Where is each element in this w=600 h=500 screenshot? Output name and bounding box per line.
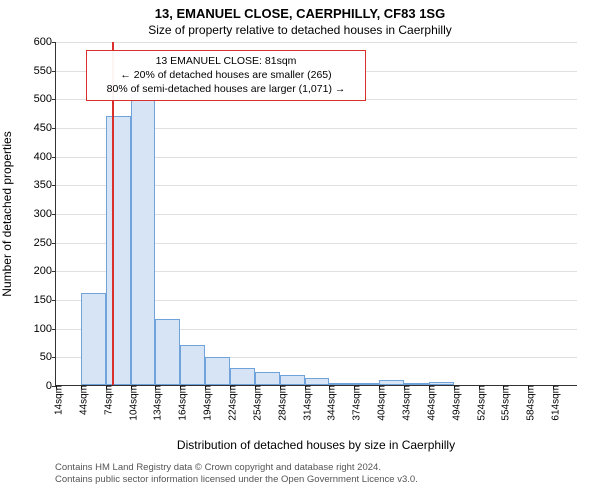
xtick-label: 164sqm: [172, 385, 189, 421]
histogram-bar: [205, 357, 230, 385]
xtick-label: 44sqm: [72, 385, 89, 415]
histogram-bar: [230, 368, 255, 385]
xtick-label: 584sqm: [520, 385, 537, 421]
ytick-label: 550: [34, 65, 56, 77]
xtick-label: 194sqm: [197, 385, 214, 421]
ytick-label: 400: [34, 151, 56, 163]
ytick-label: 150: [34, 294, 56, 306]
xtick-label: 14sqm: [48, 385, 65, 415]
title-sub: Size of property relative to detached ho…: [0, 21, 600, 37]
histogram-bar: [81, 293, 106, 385]
ytick-label: 600: [34, 36, 56, 48]
xtick-label: 464sqm: [420, 385, 437, 421]
xtick-label: 494sqm: [445, 385, 462, 421]
xtick-label: 254sqm: [246, 385, 263, 421]
ytick-label: 250: [34, 237, 56, 249]
ytick-label: 500: [34, 93, 56, 105]
annotation-box: 13 EMANUEL CLOSE: 81sqm← 20% of detached…: [86, 50, 366, 101]
ytick-label: 100: [34, 323, 56, 335]
xtick-label: 434sqm: [396, 385, 413, 421]
plot-area: 05010015020025030035040045050055060014sq…: [55, 42, 577, 386]
xtick-label: 374sqm: [346, 385, 363, 421]
xtick-label: 554sqm: [495, 385, 512, 421]
histogram-bar: [180, 345, 205, 385]
title-main: 13, EMANUEL CLOSE, CAERPHILLY, CF83 1SG: [0, 0, 600, 21]
histogram-bar: [106, 116, 131, 385]
xtick-label: 224sqm: [222, 385, 239, 421]
xtick-label: 314sqm: [296, 385, 313, 421]
xtick-label: 344sqm: [321, 385, 338, 421]
annotation-line: 13 EMANUEL CLOSE: 81sqm: [93, 54, 359, 68]
y-axis-label: Number of detached properties: [0, 131, 14, 296]
chart-container: 13, EMANUEL CLOSE, CAERPHILLY, CF83 1SG …: [0, 0, 600, 500]
histogram-bar: [131, 93, 156, 385]
histogram-bar: [280, 375, 305, 385]
xtick-label: 104sqm: [122, 385, 139, 421]
histogram-bar: [155, 319, 180, 385]
ytick-label: 50: [40, 351, 56, 363]
xtick-label: 74sqm: [97, 385, 114, 415]
footer-line-1: Contains HM Land Registry data © Crown c…: [55, 462, 418, 474]
xtick-label: 614sqm: [545, 385, 562, 421]
histogram-bar: [305, 378, 330, 385]
ytick-label: 450: [34, 122, 56, 134]
ytick-label: 200: [34, 265, 56, 277]
annotation-line: 80% of semi-detached houses are larger (…: [93, 82, 359, 96]
xtick-label: 404sqm: [371, 385, 388, 421]
xtick-label: 284sqm: [271, 385, 288, 421]
xtick-label: 524sqm: [470, 385, 487, 421]
annotation-line: ← 20% of detached houses are smaller (26…: [93, 68, 359, 82]
footer-line-2: Contains public sector information licen…: [55, 474, 418, 486]
gridline: [56, 42, 577, 43]
ytick-label: 350: [34, 179, 56, 191]
histogram-bar: [255, 372, 280, 385]
footer-attribution: Contains HM Land Registry data © Crown c…: [55, 462, 418, 487]
ytick-label: 300: [34, 208, 56, 220]
x-axis-label: Distribution of detached houses by size …: [55, 438, 577, 452]
xtick-label: 134sqm: [147, 385, 164, 421]
